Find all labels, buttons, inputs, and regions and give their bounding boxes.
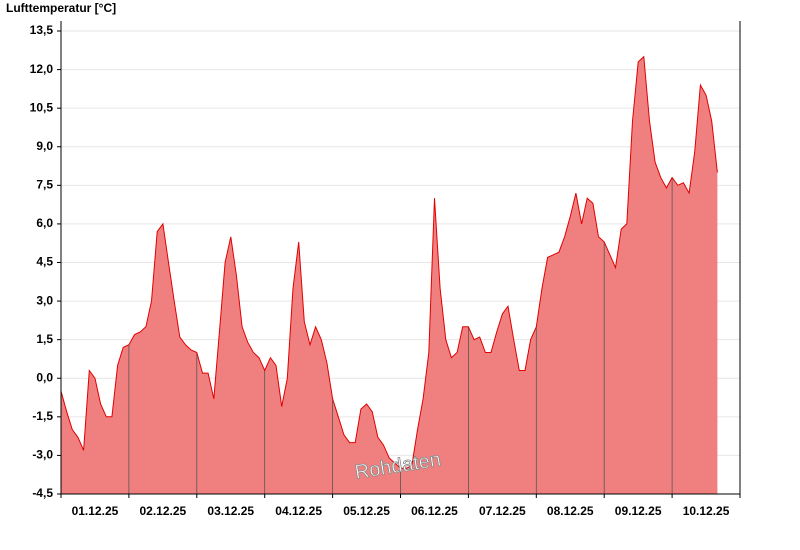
y-tick-label: -1,5	[32, 409, 53, 423]
y-tick-label: 1,5	[36, 332, 53, 346]
y-tick-label: -4,5	[32, 486, 53, 500]
y-tick-label: -3,0	[32, 448, 53, 462]
y-tick-label: 0,0	[36, 370, 53, 384]
y-tick-label: 6,0	[36, 216, 53, 230]
y-axis-label: Lufttemperatur [°C]	[6, 1, 116, 15]
y-tick-label: 3,0	[36, 293, 53, 307]
line	[60, 55, 718, 469]
x-tick-label: 08.12.25	[547, 504, 594, 518]
y-tick-label: 10,5	[30, 100, 54, 114]
x-tick-label: 01.12.25	[72, 504, 119, 518]
y-tick-label: 13,5	[30, 23, 54, 37]
x-tick-label: 10.12.25	[683, 504, 730, 518]
x-tick-label: 02.12.25	[139, 504, 186, 518]
x-tick-label: 03.12.25	[207, 504, 254, 518]
x-tick-label: 07.12.25	[479, 504, 526, 518]
y-tick-label: 9,0	[36, 139, 53, 153]
y-tick-label: 7,5	[36, 178, 53, 192]
x-tick-label: 09.12.25	[615, 504, 662, 518]
area	[61, 56, 718, 494]
x-tick-label: 06.12.25	[411, 504, 458, 518]
x-tick-label: 05.12.25	[343, 504, 390, 518]
x-tick-label: 04.12.25	[275, 504, 322, 518]
y-tick-label: 4,5	[36, 255, 53, 269]
y-tick-label: 12,0	[30, 62, 54, 76]
